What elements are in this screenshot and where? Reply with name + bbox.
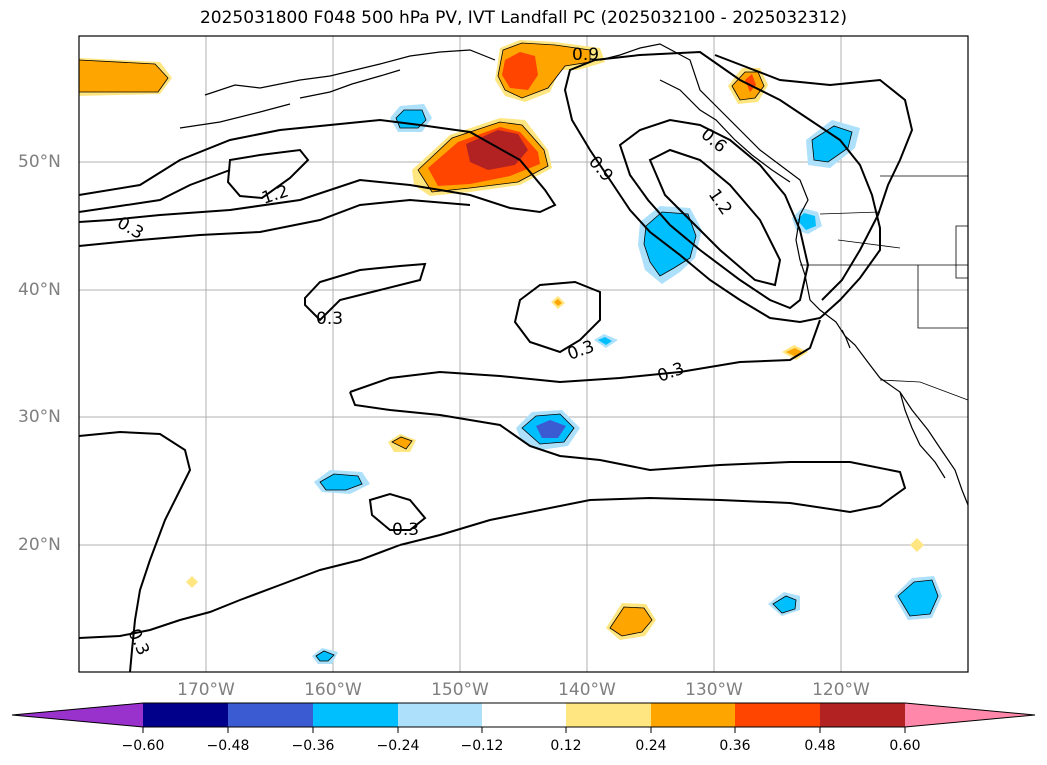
colorbar-tick: −0.48 bbox=[206, 738, 250, 754]
borders bbox=[800, 175, 969, 401]
colorbar-tick: 0.24 bbox=[635, 738, 667, 754]
contour-label: 0.3 bbox=[392, 520, 419, 540]
colorbar-tick: 0.60 bbox=[889, 738, 921, 754]
lat-label-30n: 30°N bbox=[18, 407, 61, 427]
contour-label: 0.3 bbox=[655, 359, 687, 387]
pv-contours bbox=[78, 50, 914, 673]
lon-label-130w: 130°W bbox=[685, 680, 743, 700]
lon-label-160w: 160°W bbox=[304, 680, 362, 700]
negative-anomalies bbox=[312, 104, 942, 664]
lon-label-140w: 140°W bbox=[558, 680, 616, 700]
colorbar-tick: −0.24 bbox=[376, 738, 420, 754]
chart-title: 2025031800 F048 500 hPa PV, IVT Landfall… bbox=[199, 8, 847, 28]
map-frame bbox=[78, 35, 969, 673]
lon-label-150w: 150°W bbox=[431, 680, 489, 700]
colorbar-tick: 0.36 bbox=[719, 738, 751, 754]
colorbar-tick: −0.12 bbox=[460, 738, 504, 754]
colorbar bbox=[11, 702, 1036, 733]
coastlines bbox=[179, 43, 969, 506]
contour-label: 1.2 bbox=[704, 185, 736, 219]
anomaly-outlines bbox=[78, 42, 939, 662]
contour-label: 0.9 bbox=[572, 45, 599, 65]
contour-label: 0.3 bbox=[565, 337, 597, 365]
colorbar-tick: −0.60 bbox=[121, 738, 165, 754]
lon-label-170w: 170°W bbox=[177, 680, 235, 700]
colorbar-tick: 0.12 bbox=[550, 738, 582, 754]
lat-label-40n: 40°N bbox=[18, 280, 61, 300]
contour-label: 0.9 bbox=[584, 152, 617, 186]
colorbar-tick: 0.48 bbox=[804, 738, 836, 754]
contour-label: 0.3 bbox=[316, 309, 343, 329]
lat-label-20n: 20°N bbox=[18, 535, 61, 555]
colorbar-tick: −0.36 bbox=[291, 738, 335, 754]
lon-label-120w: 120°W bbox=[812, 680, 870, 700]
lat-label-50n: 50°N bbox=[18, 152, 61, 172]
contour-label: 1.2 bbox=[259, 181, 291, 208]
